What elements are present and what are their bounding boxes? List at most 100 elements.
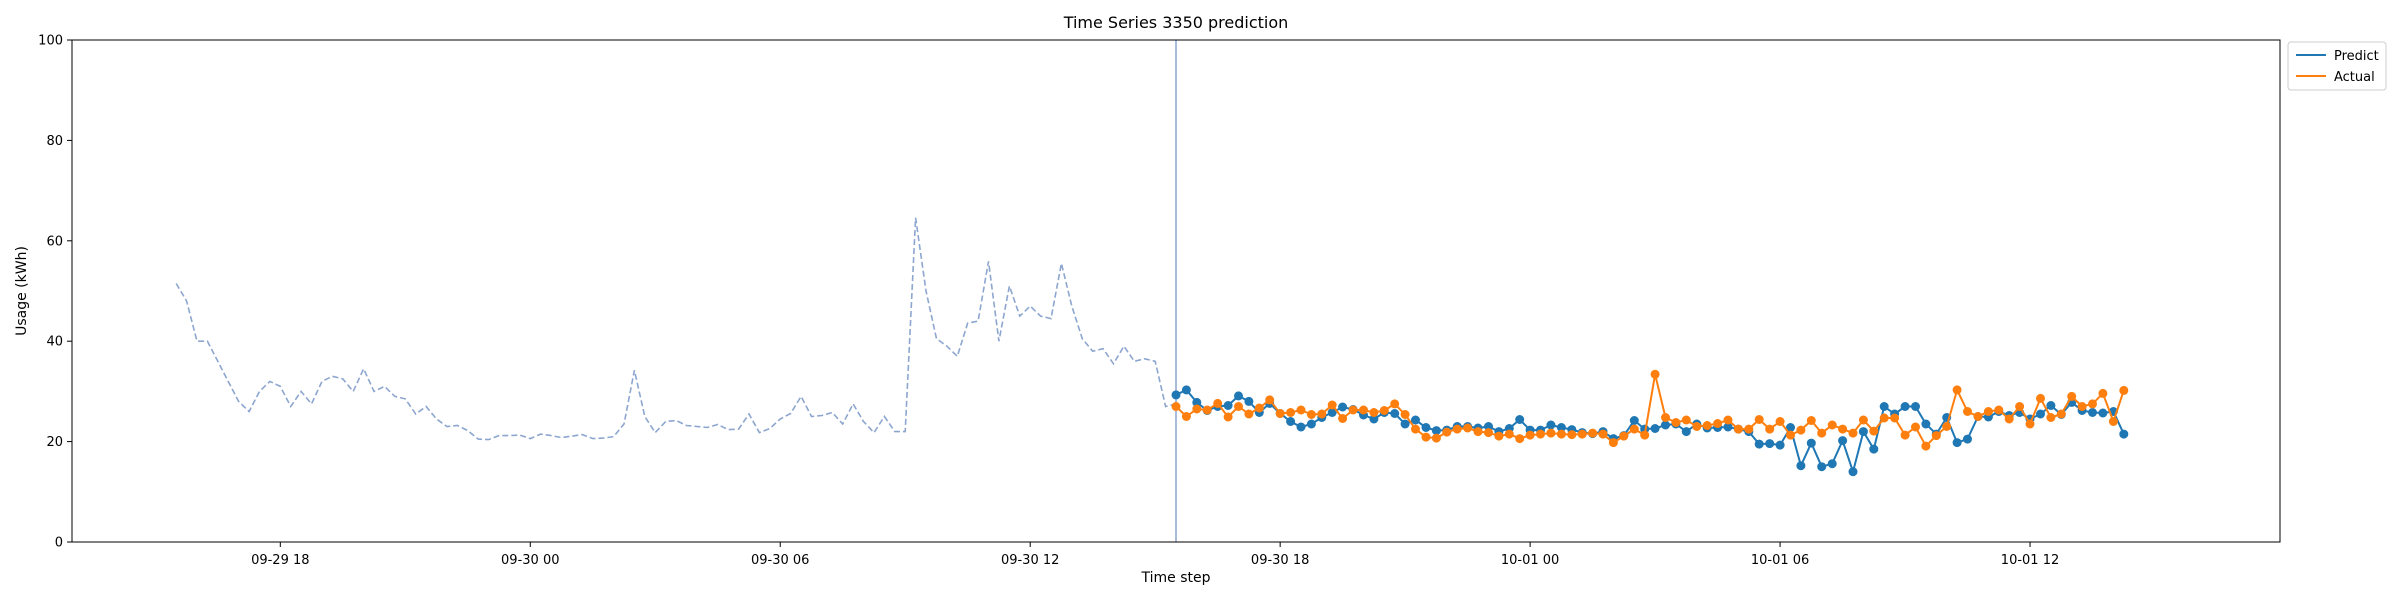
actual-point: [1536, 429, 1545, 439]
predict-point: [1244, 396, 1254, 406]
actual-point: [1858, 415, 1868, 425]
y-tick-label: 60: [46, 234, 63, 249]
actual-point: [1931, 431, 1941, 441]
predict-point: [1952, 438, 1962, 448]
actual-point: [1775, 417, 1785, 426]
predict-point: [1181, 385, 1191, 395]
actual-point: [1702, 421, 1712, 430]
actual-point: [1254, 403, 1264, 413]
actual-point: [1421, 432, 1431, 442]
actual-point: [1275, 409, 1285, 418]
actual-point: [2098, 388, 2108, 398]
predict-point: [1796, 461, 1806, 471]
x-tick-label: 09-29 18: [251, 553, 309, 568]
actual-point: [1671, 418, 1681, 427]
predict-point: [1223, 401, 1233, 410]
actual-point: [1244, 409, 1254, 419]
y-tick-label: 0: [55, 536, 63, 551]
y-tick-label: 40: [46, 335, 63, 350]
predict-point: [1681, 427, 1691, 437]
y-tick-label: 80: [46, 134, 63, 149]
predict-point: [1546, 420, 1556, 430]
actual-point: [1286, 408, 1296, 417]
predict-point: [1192, 397, 1202, 407]
actual-point: [1504, 429, 1514, 439]
actual-point: [1359, 405, 1368, 415]
predict-point: [1921, 419, 1931, 429]
actual-point: [1848, 428, 1858, 438]
actual-point: [2025, 419, 2035, 429]
actual-point: [2067, 391, 2077, 401]
predict-point: [1827, 459, 1837, 469]
predict-point: [1171, 390, 1181, 400]
legend: Predict Actual: [2287, 41, 2387, 91]
predict-point: [1306, 419, 1316, 429]
actual-point: [2056, 409, 2066, 419]
y-axis-label: Usage (kWh): [14, 246, 30, 336]
predict-point: [1421, 423, 1431, 432]
actual-point: [2046, 413, 2056, 422]
x-tick-label: 10-01 00: [1501, 553, 1559, 568]
x-tick-label: 10-01 12: [2001, 553, 2059, 568]
predict-point: [1754, 439, 1764, 449]
x-axis-label: Time step: [1141, 570, 1211, 586]
actual-point: [1952, 385, 1962, 395]
actual-point: [1567, 430, 1577, 440]
actual-point: [1588, 428, 1598, 438]
predict-point: [2098, 408, 2108, 418]
actual-point: [1838, 424, 1848, 434]
history-series-line: [175, 217, 1177, 441]
actual-point: [1411, 424, 1420, 434]
predict-point: [1786, 423, 1795, 432]
actual-point: [1911, 422, 1920, 432]
predict-point: [1806, 438, 1816, 448]
x-axis-ticks: 09-29 18 09-30 00 09-30 06 09-30 12 09-30 18…: [251, 542, 2059, 568]
actual-point: [1598, 429, 1608, 439]
legend-actual-label: Actual: [2334, 70, 2375, 85]
actual-point: [1650, 369, 1660, 379]
x-tick-label: 10-01 06: [1751, 553, 1809, 568]
predict-point: [1765, 439, 1775, 449]
actual-point: [1181, 412, 1191, 421]
actual-point: [1629, 424, 1639, 434]
actual-point: [1400, 410, 1410, 419]
actual-point: [1608, 438, 1618, 448]
predict-point: [1629, 416, 1639, 425]
actual-point: [1515, 434, 1525, 444]
predict-point: [1431, 426, 1441, 436]
actual-point: [1754, 415, 1764, 424]
actual-point: [1661, 413, 1670, 422]
actual-point: [1994, 405, 2004, 415]
predict-point: [2046, 401, 2056, 410]
actual-point: [2077, 402, 2087, 411]
actual-point: [1442, 427, 1452, 437]
predict-point: [1369, 414, 1379, 424]
actual-point: [1983, 407, 1993, 416]
predict-point: [1390, 409, 1400, 418]
predict-point: [1400, 419, 1410, 429]
actual-point: [1869, 426, 1879, 436]
predict-point: [2119, 429, 2129, 439]
actual-point: [1806, 416, 1816, 425]
actual-point: [1796, 425, 1806, 435]
actual-point: [1171, 402, 1181, 411]
predict-point: [1900, 402, 1910, 411]
actual-point: [1556, 429, 1566, 439]
x-tick-label: 09-30 00: [501, 553, 559, 568]
actual-point: [1379, 406, 1389, 415]
predict-point: [1661, 420, 1670, 430]
actual-point: [1879, 413, 1889, 423]
chart-title: Time Series 3350 prediction: [1063, 13, 1289, 32]
actual-point: [1463, 423, 1473, 433]
predict-point: [2088, 408, 2097, 417]
actual-point: [1494, 431, 1504, 441]
actual-point: [2004, 414, 2014, 424]
actual-point: [1900, 430, 1910, 440]
predict-point: [1838, 436, 1848, 446]
actual-point: [1223, 412, 1233, 422]
actual-point: [1942, 422, 1952, 431]
y-axis-ticks: 0 20 40 60 80 100: [38, 34, 72, 551]
actual-point: [1327, 400, 1337, 410]
predict-point: [1911, 402, 1920, 411]
actual-point: [1723, 415, 1733, 425]
